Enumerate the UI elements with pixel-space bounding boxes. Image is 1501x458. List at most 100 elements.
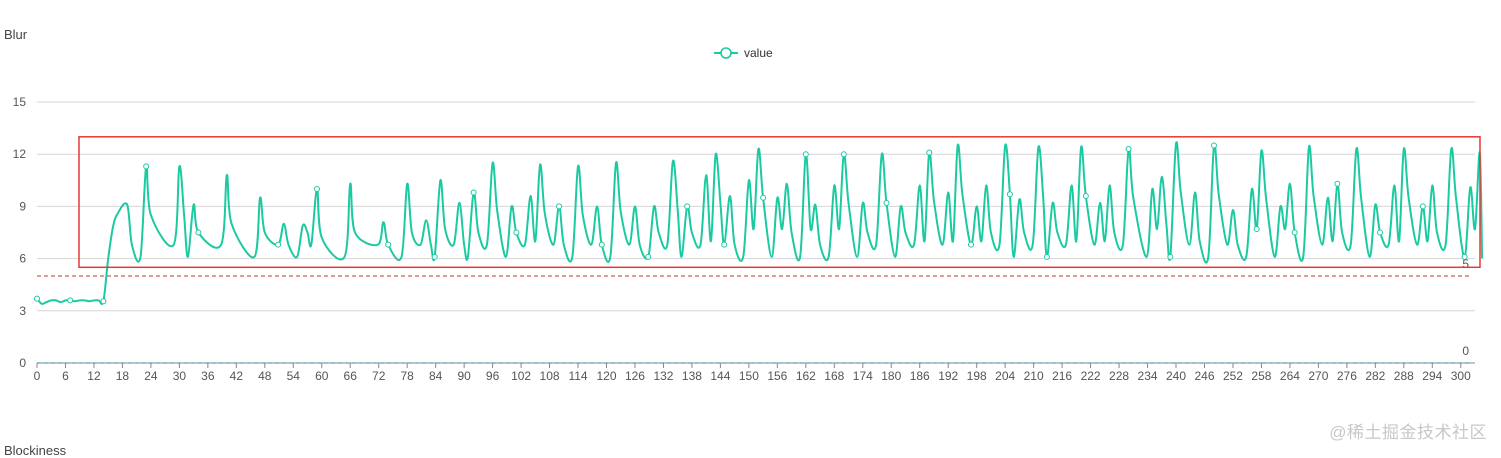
data-point: [1167, 253, 1174, 260]
x-tick-label: 234: [1138, 369, 1158, 383]
x-tick-label: 72: [372, 369, 386, 383]
y-tick-label: 15: [13, 95, 27, 109]
x-tick-label: 18: [116, 369, 130, 383]
x-tick-label: 270: [1308, 369, 1328, 383]
x-tick-label: 276: [1337, 369, 1357, 383]
x-tick-label: 102: [511, 369, 531, 383]
x-tick-label: 108: [540, 369, 560, 383]
x-tick-label: 240: [1166, 369, 1186, 383]
y-tick-label: 6: [19, 252, 26, 266]
legend-marker: [720, 47, 732, 59]
data-point: [760, 194, 767, 201]
x-tick-label: 192: [938, 369, 958, 383]
x-tick-label: 114: [568, 369, 587, 383]
data-point: [1291, 229, 1298, 236]
data-point: [1461, 253, 1468, 260]
data-point: [1419, 203, 1426, 210]
data-point: [195, 229, 202, 236]
x-tick-label: 204: [995, 369, 1015, 383]
x-tick-label: 84: [429, 369, 443, 383]
x-tick-label: 66: [344, 369, 358, 383]
y-tick-label: 0: [19, 356, 26, 370]
highlight-box: [78, 136, 1481, 269]
x-tick-label: 246: [1194, 369, 1214, 383]
data-point: [470, 189, 477, 196]
x-tick-label: 222: [1081, 369, 1101, 383]
data-point: [275, 241, 282, 248]
chart-title: Blur: [4, 27, 28, 42]
reference-line-label: 5: [1462, 257, 1469, 271]
data-point: [926, 149, 933, 156]
data-point: [1253, 226, 1260, 233]
x-tick-label: 12: [87, 369, 101, 383]
x-tick-label: 180: [881, 369, 901, 383]
data-point: [67, 297, 74, 304]
x-tick-label: 156: [767, 369, 787, 383]
series-line-value: [36, 141, 1484, 306]
data-point: [431, 253, 438, 260]
x-tick-label: 144: [710, 369, 730, 383]
data-point: [1043, 253, 1050, 260]
data-point: [840, 151, 847, 158]
data-point: [1006, 191, 1013, 198]
x-tick-label: 264: [1280, 369, 1300, 383]
legend-label: value: [744, 46, 773, 60]
x-tick-label: 162: [796, 369, 816, 383]
y-tick-label: 3: [19, 304, 26, 318]
x-tick-label: 120: [596, 369, 616, 383]
data-point: [1377, 229, 1384, 236]
x-tick-label: 186: [910, 369, 930, 383]
x-tick-label: 300: [1451, 369, 1471, 383]
data-point: [1334, 180, 1341, 187]
x-tick-label: 78: [400, 369, 414, 383]
data-point: [34, 295, 40, 302]
data-point: [883, 199, 890, 206]
x-tick-label: 168: [824, 369, 844, 383]
x-tick-label: 48: [258, 369, 272, 383]
data-point: [645, 253, 652, 260]
data-point: [802, 151, 809, 158]
x-tick-label: 90: [457, 369, 471, 383]
x-tick-label: 228: [1109, 369, 1129, 383]
x-tick-label: 210: [1024, 369, 1044, 383]
x-tick-label: 282: [1365, 369, 1385, 383]
reference-line-label: 0: [1462, 344, 1469, 358]
x-tick-label: 132: [653, 369, 673, 383]
data-point: [1125, 145, 1132, 152]
x-tick-label: 126: [625, 369, 645, 383]
x-tick-label: 198: [967, 369, 987, 383]
data-point: [1082, 192, 1089, 199]
x-tick-label: 252: [1223, 369, 1243, 383]
x-tick-label: 96: [486, 369, 500, 383]
data-point: [598, 241, 605, 248]
data-point: [967, 241, 974, 248]
data-point: [1210, 142, 1217, 149]
x-tick-label: 42: [230, 369, 244, 383]
watermark: @稀土掘金技术社区: [1329, 423, 1487, 442]
x-tick-label: 6: [62, 369, 69, 383]
x-tick-label: 30: [173, 369, 187, 383]
data-point: [721, 241, 728, 248]
x-tick-label: 288: [1394, 369, 1414, 383]
data-point: [100, 298, 107, 305]
x-tick-label: 138: [682, 369, 702, 383]
x-tick-label: 36: [201, 369, 215, 383]
x-tick-label: 60: [315, 369, 329, 383]
data-point: [314, 186, 321, 192]
x-tick-label: 258: [1251, 369, 1271, 383]
y-tick-label: 9: [19, 199, 26, 213]
x-tick-label: 24: [144, 369, 158, 383]
next-chart-title: Blockiness: [4, 443, 67, 458]
data-point: [684, 203, 691, 210]
x-tick-label: 54: [287, 369, 301, 383]
data-point: [513, 229, 520, 236]
x-tick-label: 174: [853, 369, 873, 383]
x-tick-label: 0: [34, 369, 41, 383]
x-tick-label: 150: [739, 369, 759, 383]
data-point: [556, 203, 563, 210]
data-point: [143, 163, 150, 170]
data-point: [385, 241, 392, 248]
y-tick-label: 12: [13, 147, 27, 161]
x-tick-label: 216: [1052, 369, 1072, 383]
